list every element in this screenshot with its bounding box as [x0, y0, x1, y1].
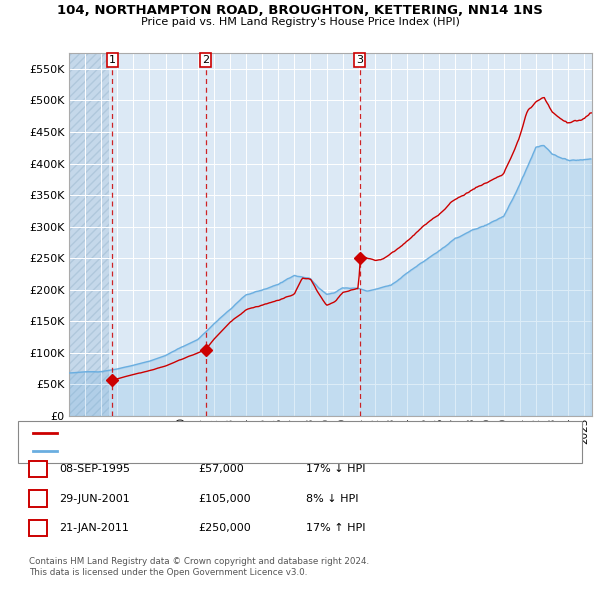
Text: 2: 2	[202, 55, 209, 65]
Text: 1: 1	[34, 463, 41, 476]
Text: 21-JAN-2011: 21-JAN-2011	[59, 523, 128, 533]
Text: 17% ↓ HPI: 17% ↓ HPI	[306, 464, 365, 474]
Text: 3: 3	[34, 522, 41, 535]
Text: 104, NORTHAMPTON ROAD, BROUGHTON, KETTERING, NN14 1NS (detached house): 104, NORTHAMPTON ROAD, BROUGHTON, KETTER…	[60, 428, 469, 438]
Text: £250,000: £250,000	[198, 523, 251, 533]
Bar	[69, 53, 109, 416]
Text: 8% ↓ HPI: 8% ↓ HPI	[306, 494, 359, 503]
Text: HPI: Average price, detached house, North Northamptonshire: HPI: Average price, detached house, Nort…	[60, 446, 361, 456]
Text: 29-JUN-2001: 29-JUN-2001	[59, 494, 130, 503]
Text: 1: 1	[109, 55, 116, 65]
Text: Contains HM Land Registry data © Crown copyright and database right 2024.: Contains HM Land Registry data © Crown c…	[29, 558, 369, 566]
Text: 3: 3	[356, 55, 363, 65]
Text: 2: 2	[34, 492, 41, 505]
Text: £57,000: £57,000	[198, 464, 244, 474]
Text: Price paid vs. HM Land Registry's House Price Index (HPI): Price paid vs. HM Land Registry's House …	[140, 17, 460, 27]
Text: 17% ↑ HPI: 17% ↑ HPI	[306, 523, 365, 533]
Text: 104, NORTHAMPTON ROAD, BROUGHTON, KETTERING, NN14 1NS: 104, NORTHAMPTON ROAD, BROUGHTON, KETTER…	[57, 4, 543, 17]
Text: 08-SEP-1995: 08-SEP-1995	[59, 464, 130, 474]
Text: This data is licensed under the Open Government Licence v3.0.: This data is licensed under the Open Gov…	[29, 568, 307, 577]
Text: £105,000: £105,000	[198, 494, 251, 503]
